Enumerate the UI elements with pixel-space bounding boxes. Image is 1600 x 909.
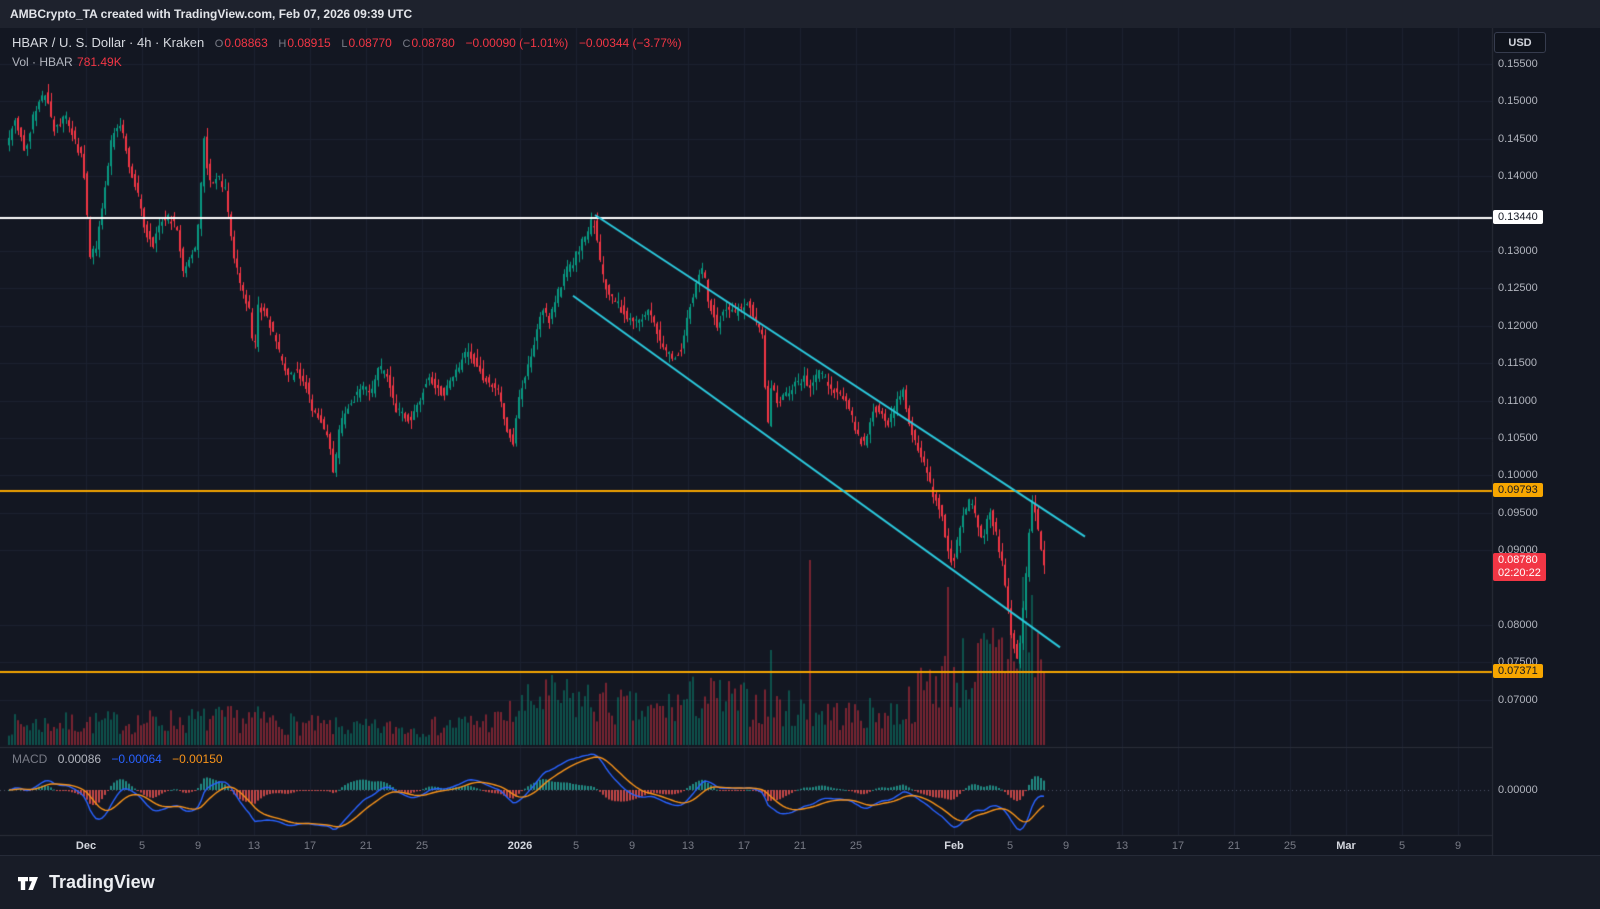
time-axis-label: 9: [1454, 840, 1462, 852]
time-axis-label: 13: [247, 840, 261, 852]
tradingview-logo-icon[interactable]: [16, 871, 40, 895]
time-axis-label: 25: [849, 840, 863, 852]
time-axis-label: Mar: [1336, 840, 1356, 852]
last-price-tag[interactable]: 0.08780 02:20:22: [1493, 552, 1546, 581]
volume-value: 781.49K: [77, 55, 122, 69]
time-axis-label: 21: [359, 840, 373, 852]
macd-legend: MACD 0.00086 −0.00064 −0.00150: [12, 752, 223, 766]
low-value: 0.08770: [348, 36, 392, 50]
time-axis-label: 17: [1171, 840, 1185, 852]
bar-countdown-timer: 02:20:22: [1498, 566, 1541, 579]
time-axis-label: 2026: [507, 840, 533, 852]
close-label: C: [402, 38, 411, 50]
price-level-tag[interactable]: 0.13440: [1493, 209, 1543, 224]
open-value: 0.08863: [224, 36, 268, 50]
time-axis-label: 5: [572, 840, 580, 852]
high-value: 0.08915: [287, 36, 331, 50]
time-axis-label: Feb: [944, 840, 964, 852]
attribution-bar: AMBCrypto_TA created with TradingView.co…: [0, 0, 1600, 28]
time-axis-label: 13: [681, 840, 695, 852]
close-value: 0.08780: [411, 36, 455, 50]
tradingview-wordmark[interactable]: TradingView: [49, 872, 155, 892]
open-label: O: [214, 38, 224, 50]
time-axis-label: 25: [1283, 840, 1297, 852]
time-axis-label: Dec: [75, 840, 97, 852]
macd-line-value: −0.00064: [111, 752, 162, 766]
macd-signal-value: −0.00150: [172, 752, 223, 766]
price-chart-canvas[interactable]: [0, 28, 1600, 855]
time-axis-label: 9: [1062, 840, 1070, 852]
symbol-title[interactable]: HBAR / U. S. Dollar · 4h · Kraken: [12, 35, 205, 50]
ohlc-row: HBAR / U. S. Dollar · 4h · Kraken O0.088…: [12, 35, 682, 50]
time-axis-label: 9: [628, 840, 636, 852]
price-level-tag[interactable]: 0.09793: [1493, 482, 1543, 497]
time-axis-label: 21: [1227, 840, 1241, 852]
volume-row: Vol · HBAR 781.49K: [12, 55, 682, 69]
macd-histogram-value: 0.00086: [57, 752, 102, 766]
time-axis-label: 5: [138, 840, 146, 852]
time-axis-label: 17: [303, 840, 317, 852]
volume-indicator-label[interactable]: Vol · HBAR: [12, 55, 73, 69]
change-value: −0.00090 (−1.01%): [465, 36, 569, 50]
time-axis-label: 5: [1398, 840, 1406, 852]
attribution-text: AMBCrypto_TA created with TradingView.co…: [10, 7, 413, 21]
change-cumulative-value: −0.00344 (−3.77%): [578, 36, 682, 50]
symbol-legend: HBAR / U. S. Dollar · 4h · Kraken O0.088…: [12, 35, 682, 69]
currency-toggle-button[interactable]: USD: [1494, 32, 1546, 53]
chart-region: HBAR / U. S. Dollar · 4h · Kraken O0.088…: [0, 28, 1600, 855]
high-label: H: [278, 38, 287, 50]
time-axis-label: 21: [793, 840, 807, 852]
time-axis-label: 17: [737, 840, 751, 852]
time-axis-label: 5: [1006, 840, 1014, 852]
time-axis-label: 9: [194, 840, 202, 852]
macd-indicator-label[interactable]: MACD: [12, 752, 48, 766]
price-level-tag[interactable]: 0.07371: [1493, 663, 1543, 678]
low-label: L: [341, 38, 348, 50]
time-axis[interactable]: Dec 5 9 13 17 21 25 2026 5 9 13 17 21 25 Feb 5 9 13 17 21 25…: [0, 840, 1492, 856]
time-axis-label: 25: [415, 840, 429, 852]
last-price-value: 0.08780: [1498, 553, 1538, 566]
time-axis-label: 13: [1115, 840, 1129, 852]
tradingview-footer: TradingView: [0, 855, 1600, 909]
